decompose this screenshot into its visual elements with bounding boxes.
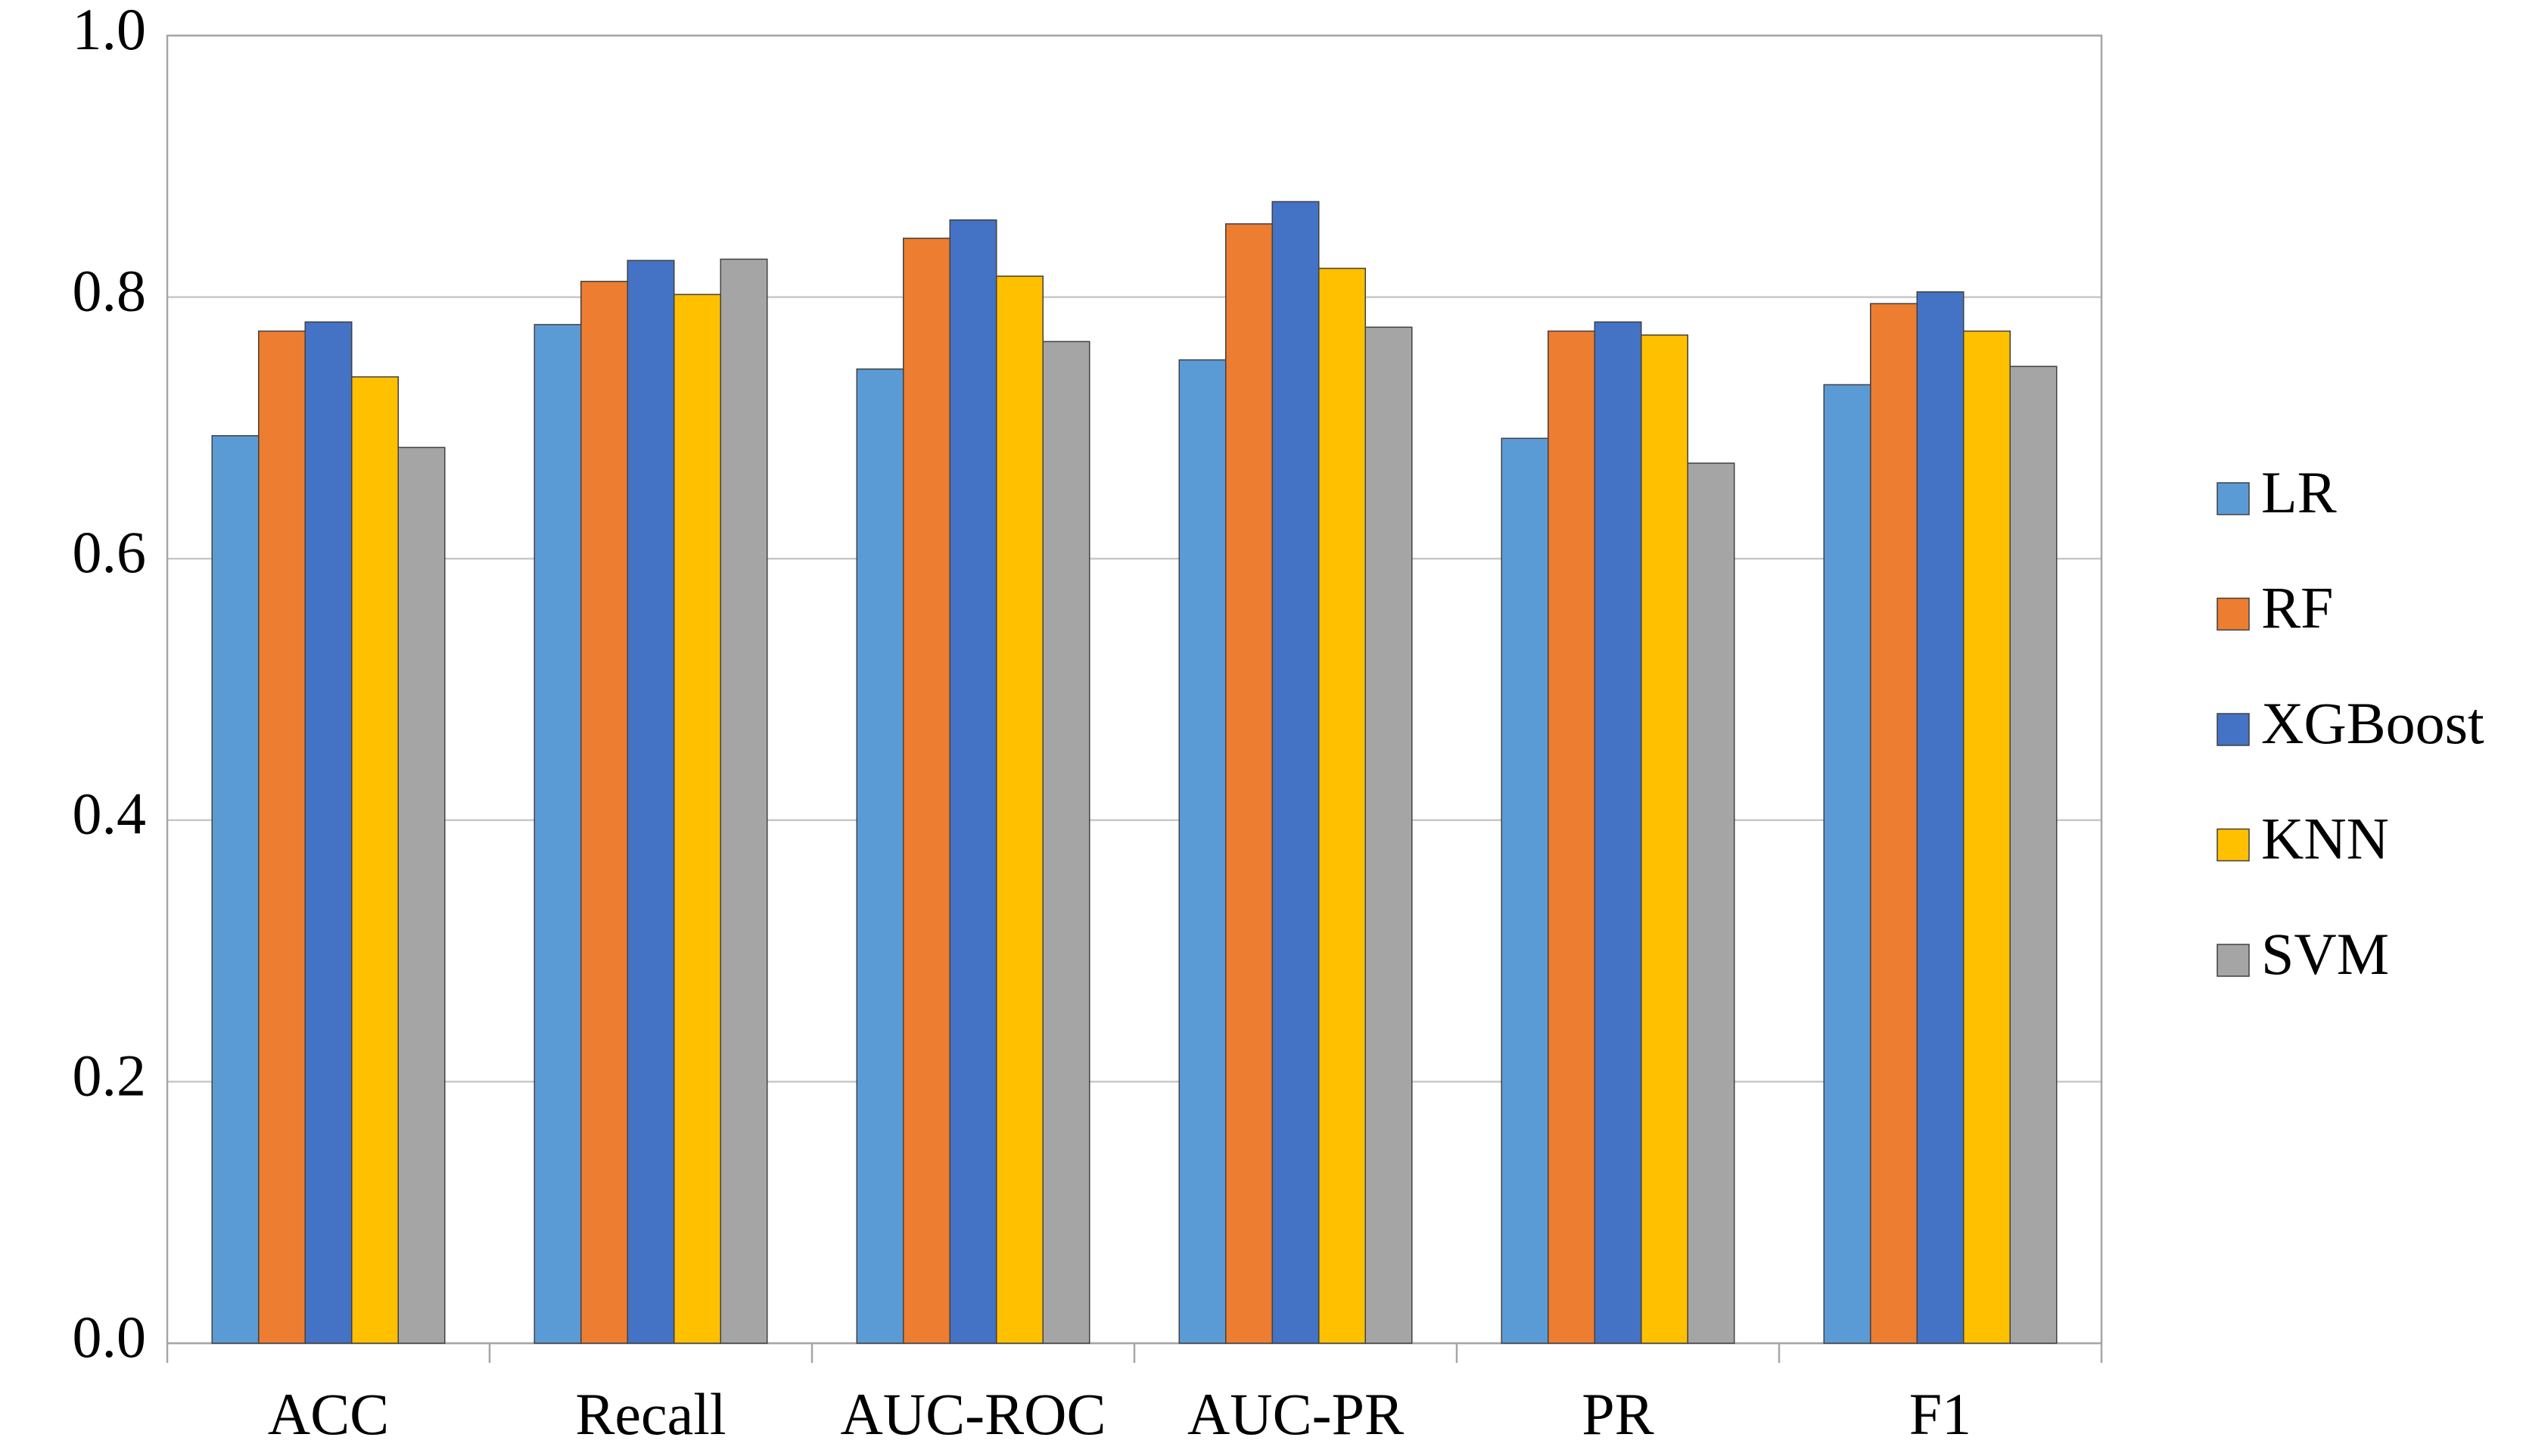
bar: [996, 275, 1044, 1344]
bar: [1318, 267, 1366, 1344]
legend-label: XGBoost: [2261, 690, 2484, 756]
y-tick-label: 0.2: [73, 1042, 147, 1108]
bar: [2009, 366, 2058, 1344]
bar: [1594, 321, 1642, 1344]
bar: [211, 435, 260, 1344]
y-tick-label: 0.6: [73, 519, 147, 585]
bar: [1823, 384, 1871, 1344]
bar: [258, 330, 306, 1344]
x-tick-label: AUC-PR: [1187, 1381, 1404, 1447]
legend-label: RF: [2261, 574, 2333, 640]
legend-label: SVM: [2261, 921, 2389, 987]
bar: [1364, 326, 1413, 1344]
y-tick-label: 0.0: [73, 1304, 147, 1370]
bar: [304, 321, 353, 1344]
bar: [1178, 359, 1227, 1344]
y-tick-label: 1.0: [73, 0, 147, 62]
legend-swatch: [2217, 713, 2250, 746]
bar: [674, 294, 721, 1344]
bar: [949, 219, 997, 1344]
bar: [1271, 201, 1320, 1344]
legend-label: LR: [2261, 459, 2337, 525]
bar: [1548, 330, 1595, 1344]
legend-swatch: [2217, 597, 2250, 631]
bar: [1501, 437, 1549, 1344]
bar: [1225, 223, 1273, 1344]
x-tick-label: Recall: [575, 1381, 726, 1447]
legend-label: KNN: [2261, 805, 2389, 871]
legend-swatch: [2217, 482, 2250, 515]
bar: [856, 368, 904, 1344]
bar: [1042, 341, 1090, 1344]
legend-swatch: [2217, 828, 2250, 862]
y-tick-label: 0.4: [73, 781, 147, 847]
bar: [397, 446, 446, 1344]
bar: [1687, 462, 1735, 1344]
y-tick-label: 0.8: [73, 258, 147, 324]
bar: [627, 260, 675, 1344]
bar: [580, 281, 628, 1344]
bar: [720, 258, 768, 1344]
x-tick-label: ACC: [268, 1381, 389, 1447]
bar: [1963, 330, 2011, 1344]
bar: [1870, 303, 1918, 1344]
bar: [351, 376, 399, 1344]
x-tick-label: F1: [1909, 1381, 1971, 1447]
bar: [903, 238, 950, 1344]
bar: [534, 324, 582, 1344]
legend-swatch: [2217, 944, 2250, 977]
bar: [1641, 334, 1688, 1344]
x-tick-label: PR: [1582, 1381, 1653, 1447]
x-tick-label: AUC-ROC: [840, 1381, 1106, 1447]
bar: [1916, 291, 1965, 1344]
